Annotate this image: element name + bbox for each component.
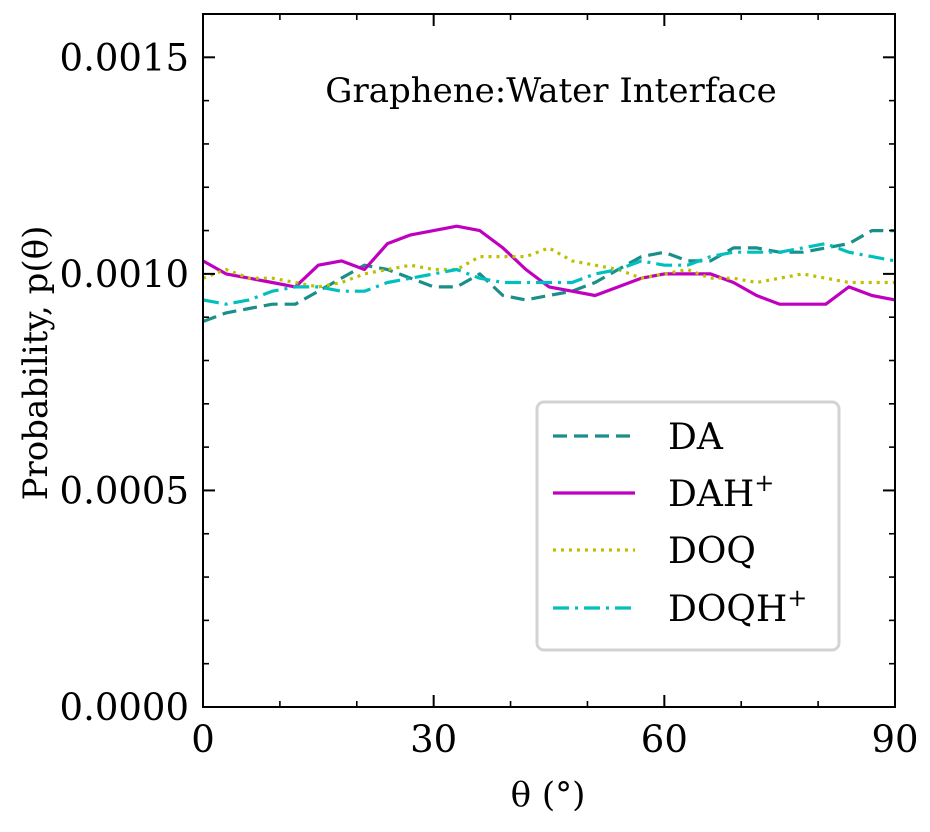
y-tick-label: 0.0010 xyxy=(60,253,189,296)
legend-label: DOQH+ xyxy=(668,584,807,630)
plot-series xyxy=(202,224,896,323)
y-tick-label: 0.0005 xyxy=(60,469,189,512)
x-tick-label: 60 xyxy=(641,718,688,761)
legend-label-text: DA xyxy=(668,417,724,458)
legend-frame xyxy=(535,400,841,652)
legend-label: DAH+ xyxy=(668,469,774,515)
legend-label-superscript: + xyxy=(754,469,774,497)
legend-label-superscript: + xyxy=(787,584,807,612)
y-tick-label: 0.0000 xyxy=(60,686,189,729)
legend-label-text: DAH xyxy=(668,474,754,515)
series-line-dah-plus xyxy=(202,224,896,306)
x-axis-label: θ (°) xyxy=(511,775,586,815)
y-tick-label: 0.0015 xyxy=(60,36,189,79)
x-tick-label: 90 xyxy=(871,718,918,761)
y-axis-label: Probability, p(θ) xyxy=(16,226,56,501)
chart-annotation: Graphene:Water Interface xyxy=(325,71,776,111)
x-tick-label: 0 xyxy=(191,718,215,761)
x-tick-label: 30 xyxy=(410,718,457,761)
legend-label-text: DOQH xyxy=(668,589,787,630)
legend-label: DOQ xyxy=(668,531,756,572)
legend-label-text: DOQ xyxy=(668,531,756,572)
axis-ticks xyxy=(202,13,896,708)
tick-labels: 0 30 60 90 0.0000 0.0005 0.0010 0.0015 xyxy=(60,36,919,761)
series-line-doqh-plus xyxy=(202,242,896,306)
legend-label: DA xyxy=(668,417,724,458)
